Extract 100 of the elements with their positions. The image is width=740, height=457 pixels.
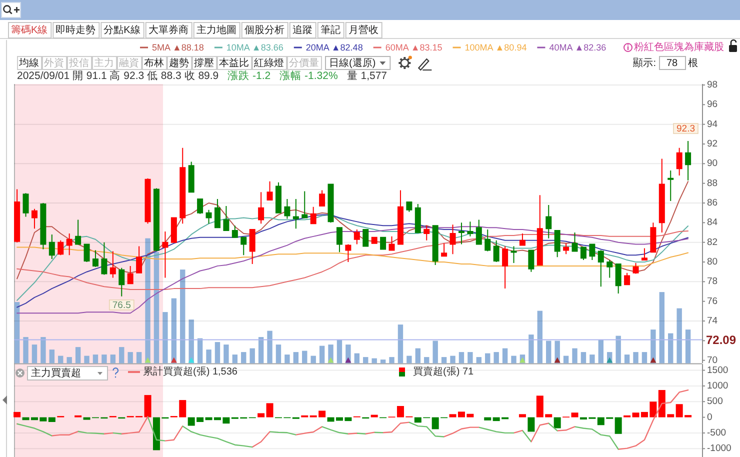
- candlestick: [284, 198, 290, 220]
- candlestick: [528, 250, 534, 272]
- annotation: 76.5: [112, 300, 131, 311]
- candlestick: [144, 178, 151, 224]
- candlestick: [546, 204, 552, 239]
- text: 主力地圖: [196, 24, 236, 36]
- candlestick: [406, 202, 412, 212]
- bar: [370, 414, 378, 418]
- candlestick: [258, 192, 264, 224]
- bar: [14, 302, 20, 364]
- text: 主力: [94, 57, 114, 69]
- ref-line-label: 72.09: [706, 332, 736, 347]
- candlestick: [676, 147, 682, 176]
- bar: [206, 350, 212, 364]
- candlestick: [84, 244, 90, 262]
- y-tick-label: 96: [707, 99, 718, 110]
- candlestick: [58, 240, 64, 256]
- bar: [92, 354, 98, 364]
- candlestick: [310, 206, 316, 224]
- bar: [14, 412, 21, 418]
- candlestick: [554, 230, 560, 258]
- y-tick-label: 92: [707, 138, 718, 150]
- bar: [554, 417, 561, 428]
- candlestick: [136, 246, 142, 274]
- text: 根: [688, 57, 698, 69]
- bar: [110, 354, 116, 364]
- candlestick: [658, 158, 665, 233]
- candlestick: [180, 147, 186, 224]
- candlestick: [563, 242, 570, 255]
- text: 漲幅 -1.32%: [280, 70, 338, 82]
- bar: [58, 356, 64, 364]
- candlestick: [380, 236, 386, 250]
- candlestick: [493, 240, 500, 262]
- y-tick-label: 70: [707, 354, 718, 366]
- text: 紅綠燈: [254, 57, 284, 69]
- bar: [380, 360, 386, 364]
- bar: [276, 344, 282, 364]
- bar: [75, 347, 81, 364]
- candlestick: [232, 225, 238, 238]
- bar: [441, 357, 447, 364]
- candlestick: [188, 161, 194, 193]
- bar: [571, 412, 578, 418]
- candlestick: [502, 246, 508, 290]
- text: 量 1,577: [346, 70, 388, 82]
- legend-label: 5MA ▲88.18: [152, 42, 204, 52]
- candlestick: [388, 236, 395, 251]
- bar: [511, 356, 516, 364]
- bar: [668, 333, 674, 364]
- candlestick: [170, 217, 177, 243]
- y-tick-label: 74: [707, 316, 718, 327]
- candlestick: [362, 229, 369, 247]
- bar: [614, 417, 622, 434]
- line-series: [16, 389, 689, 450]
- text: 布林: [144, 57, 164, 69]
- bar: [494, 352, 499, 364]
- candlestick: [650, 222, 656, 253]
- candlestick: [197, 198, 204, 214]
- legend-label: 買賣超(張) 71: [413, 366, 474, 378]
- y-tick-label: 0: [707, 412, 712, 423]
- y-tick-label: 1500: [707, 364, 728, 376]
- bar: [406, 356, 412, 364]
- text: 78: [666, 58, 678, 69]
- candlestick: [641, 248, 648, 261]
- y-tick-label: 76: [707, 296, 718, 307]
- bar: [518, 414, 526, 418]
- bar: [450, 356, 456, 364]
- candlestick: [66, 232, 72, 256]
- bar: [659, 292, 664, 364]
- bar: [398, 324, 404, 364]
- candlestick: [632, 262, 639, 274]
- bar: [563, 356, 569, 364]
- bar: [685, 330, 691, 364]
- legend-label: 60MA ▲83.15: [385, 42, 442, 52]
- bar: [293, 352, 299, 364]
- bar: [389, 357, 394, 364]
- bar: [232, 354, 238, 364]
- bar: [197, 338, 203, 364]
- text: 月營收: [348, 24, 378, 36]
- bar: [267, 330, 272, 364]
- bar: [415, 348, 421, 364]
- y-tick-label: 86: [707, 198, 718, 208]
- text: 均線: [18, 57, 39, 69]
- candlestick: [467, 221, 474, 237]
- y-tick-label: 80: [707, 256, 718, 268]
- y-tick-label: 500: [707, 396, 723, 408]
- candlestick: [328, 184, 334, 224]
- candlestick: [214, 198, 220, 228]
- candlestick: [668, 170, 674, 202]
- bar: [119, 347, 124, 364]
- bar: [590, 354, 595, 364]
- line-series: [16, 230, 689, 290]
- text: 粉紅色區塊為庫藏股: [634, 41, 724, 53]
- text: 追蹤: [292, 24, 312, 36]
- bar: [424, 357, 430, 364]
- candlestick: [240, 236, 247, 256]
- bar: [336, 340, 342, 364]
- text: 分點K線: [104, 24, 140, 36]
- bar: [154, 252, 160, 364]
- candlestick: [92, 250, 98, 268]
- bar: [580, 352, 586, 364]
